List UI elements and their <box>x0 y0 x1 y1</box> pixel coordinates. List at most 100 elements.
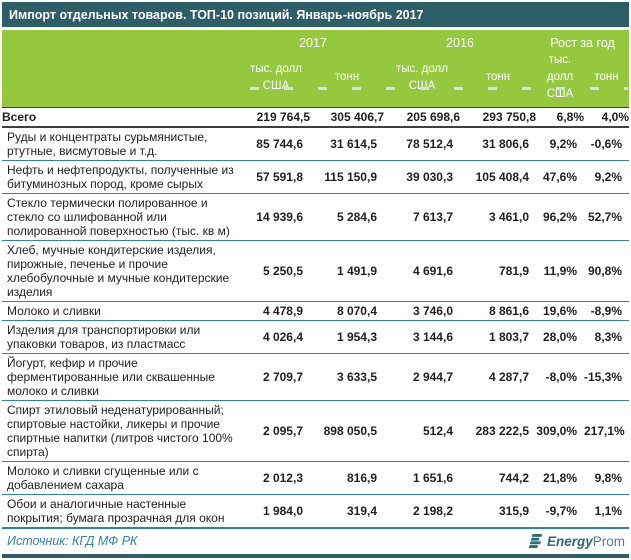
value-cell: 2 095,7 <box>242 400 310 462</box>
value-cell: 28,0% <box>536 320 584 354</box>
value-cell: 319,4 <box>346 504 377 518</box>
energyprom-e-icon <box>528 534 543 548</box>
value-cell: 21,8% <box>536 461 584 495</box>
table-row: Йогурт, кефир и прочие ферментированные … <box>2 353 630 401</box>
table-header: 2017 2016 Рост за год тыс. долл США тонн… <box>2 30 630 108</box>
value-cell: 3 746,0 <box>384 301 460 321</box>
value-cell: -0,6% <box>584 127 630 161</box>
value-cell: 5 284,6 <box>310 193 384 241</box>
value-cell: -8,0% <box>536 353 584 401</box>
value-cell: 2 012,3 <box>242 461 310 495</box>
value-cell: 816,9 <box>310 461 384 495</box>
table-row: Изделия для транспортировки или упаковки… <box>2 320 630 354</box>
value-cell: 3 633,5 <box>310 353 384 401</box>
value-cell: 9,2% <box>584 160 630 194</box>
product-name: Хлеб, мучные кондитерские изделия, пирож… <box>2 240 242 302</box>
value-cell: 31 806,6 <box>460 127 536 161</box>
table-row: Спирт этиловый неденатурированный; спирт… <box>2 400 630 462</box>
unit-header-row: тыс. долл США тонн тыс. долл США тонн ты… <box>2 52 630 108</box>
value-cell: 305 406,7 <box>310 107 384 128</box>
value-cell: -15,3% <box>584 353 630 401</box>
value-cell: 205 698,6 <box>384 107 460 128</box>
empty-header-cell <box>2 30 242 52</box>
value-cell: 781,9 <box>460 240 536 302</box>
product-name: Нефть и нефтепродукты, полученные из бит… <box>2 160 242 194</box>
value-cell: 47,6% <box>536 160 584 194</box>
value-cell: 512,4 <box>384 400 460 462</box>
table-row: Хлеб, мучные кондитерские изделия, пирож… <box>2 240 630 302</box>
unit-header-ton-growth: тонн <box>584 52 630 108</box>
title-bar: Импорт отдельных товаров. ТОП-10 позиций… <box>2 2 629 27</box>
value-cell: 744,2 <box>460 461 536 495</box>
value-cell: 217,1% <box>584 400 630 462</box>
report-title: Импорт отдельных товаров. ТОП-10 позиций… <box>9 7 424 22</box>
value-cell: 19,6% <box>536 301 584 321</box>
logo-text-prom: Prom <box>592 533 625 549</box>
import-table: 2017 2016 Рост за год тыс. долл США тонн… <box>2 30 630 528</box>
value-cell: 4,0% <box>584 107 630 128</box>
table-row: Стекло термически полированное и стекло … <box>2 193 630 241</box>
value-cell: 309,0% <box>536 400 584 462</box>
table-row: Руды и концентраты сурьмянистые, ртутные… <box>2 127 630 161</box>
value-cell: 3 144,6 <box>384 320 460 354</box>
value-cell: 52,7% <box>584 193 630 241</box>
product-name: Молоко и сливки сгущенные или с добавлен… <box>2 461 242 495</box>
value-cell: 8,3% <box>584 320 630 354</box>
value-cell: -9,7% <box>545 504 577 518</box>
product-name: Молоко и сливки <box>2 301 242 321</box>
product-name: Йогурт, кефир и прочие ферментированные … <box>2 353 242 401</box>
value-cell: 2 198,2 <box>412 504 453 518</box>
value-cell: 7 613,7 <box>384 193 460 241</box>
table-row: Всего 219 764,5 305 406,7 205 698,6 293 … <box>2 107 630 128</box>
value-cell: 283 222,5 <box>460 400 536 462</box>
product-name: Всего <box>2 107 242 128</box>
value-cell: 1 984,0 <box>262 504 303 518</box>
value-cell: 105 408,4 <box>460 160 536 194</box>
product-name: Руды и концентраты сурьмянистые, ртутные… <box>2 127 242 161</box>
value-cell: 4 691,6 <box>384 240 460 302</box>
value-cell: 57 591,8 <box>242 160 310 194</box>
column-group-2016: 2016 <box>384 30 536 52</box>
column-group-growth: Рост за год <box>536 30 630 52</box>
table-row: Обои и аналогичные настенные покрытия; б… <box>2 495 629 528</box>
year-group-row: 2017 2016 Рост за год <box>2 30 630 52</box>
value-cell: 78 512,4 <box>384 127 460 161</box>
value-cell: 90,8% <box>584 240 630 302</box>
value-cell: 1,1% <box>594 504 623 518</box>
value-cell: 39 030,3 <box>384 160 460 194</box>
energyprom-logo: EnergyProm <box>528 534 625 549</box>
unit-header-ton-2016: тонн <box>460 52 536 108</box>
table-row: Нефть и нефтепродукты, полученные из бит… <box>2 160 630 194</box>
unit-header-ton-2017: тонн <box>310 52 384 108</box>
logo-text: EnergyProm <box>547 534 625 549</box>
unit-header-usd-2017: тыс. долл США <box>242 52 310 108</box>
bottom-accent-bar <box>2 554 629 558</box>
value-cell: 1 803,7 <box>460 320 536 354</box>
value-cell: 9,8% <box>584 461 630 495</box>
logo-text-energy: Energy <box>546 533 593 549</box>
value-cell: 293 750,8 <box>460 107 536 128</box>
product-name: Спирт этиловый неденатурированный; спирт… <box>2 400 242 462</box>
value-cell: -8,9% <box>584 301 630 321</box>
unit-header-usd-2016: тыс. долл США <box>384 52 460 108</box>
value-cell: 96,2% <box>536 193 584 241</box>
product-name: Обои и аналогичные настенные покрытия; б… <box>7 497 225 525</box>
value-cell: 1 954,3 <box>310 320 384 354</box>
table-body: Всего 219 764,5 305 406,7 205 698,6 293 … <box>2 107 630 528</box>
table-row: Молоко и сливки сгущенные или с добавлен… <box>2 461 630 495</box>
column-group-2017: 2017 <box>242 30 384 52</box>
unit-header-usd-growth: тыс. долл США <box>536 52 584 108</box>
value-cell: 115 150,9 <box>310 160 384 194</box>
table-row: Молоко и сливки 4 478,9 8 070,4 3 746,0 … <box>2 301 630 321</box>
value-cell: 898 050,5 <box>310 400 384 462</box>
value-cell: 8 070,4 <box>310 301 384 321</box>
source-note: Источник: КГД МФ РК <box>7 534 138 548</box>
value-cell: 1 491,9 <box>310 240 384 302</box>
value-cell: 4 287,7 <box>460 353 536 401</box>
value-cell: 2 709,7 <box>242 353 310 401</box>
value-cell: 14 939,6 <box>242 193 310 241</box>
value-cell: 3 461,0 <box>460 193 536 241</box>
value-cell: 2 944,7 <box>384 353 460 401</box>
empty-header-cell <box>2 52 242 108</box>
